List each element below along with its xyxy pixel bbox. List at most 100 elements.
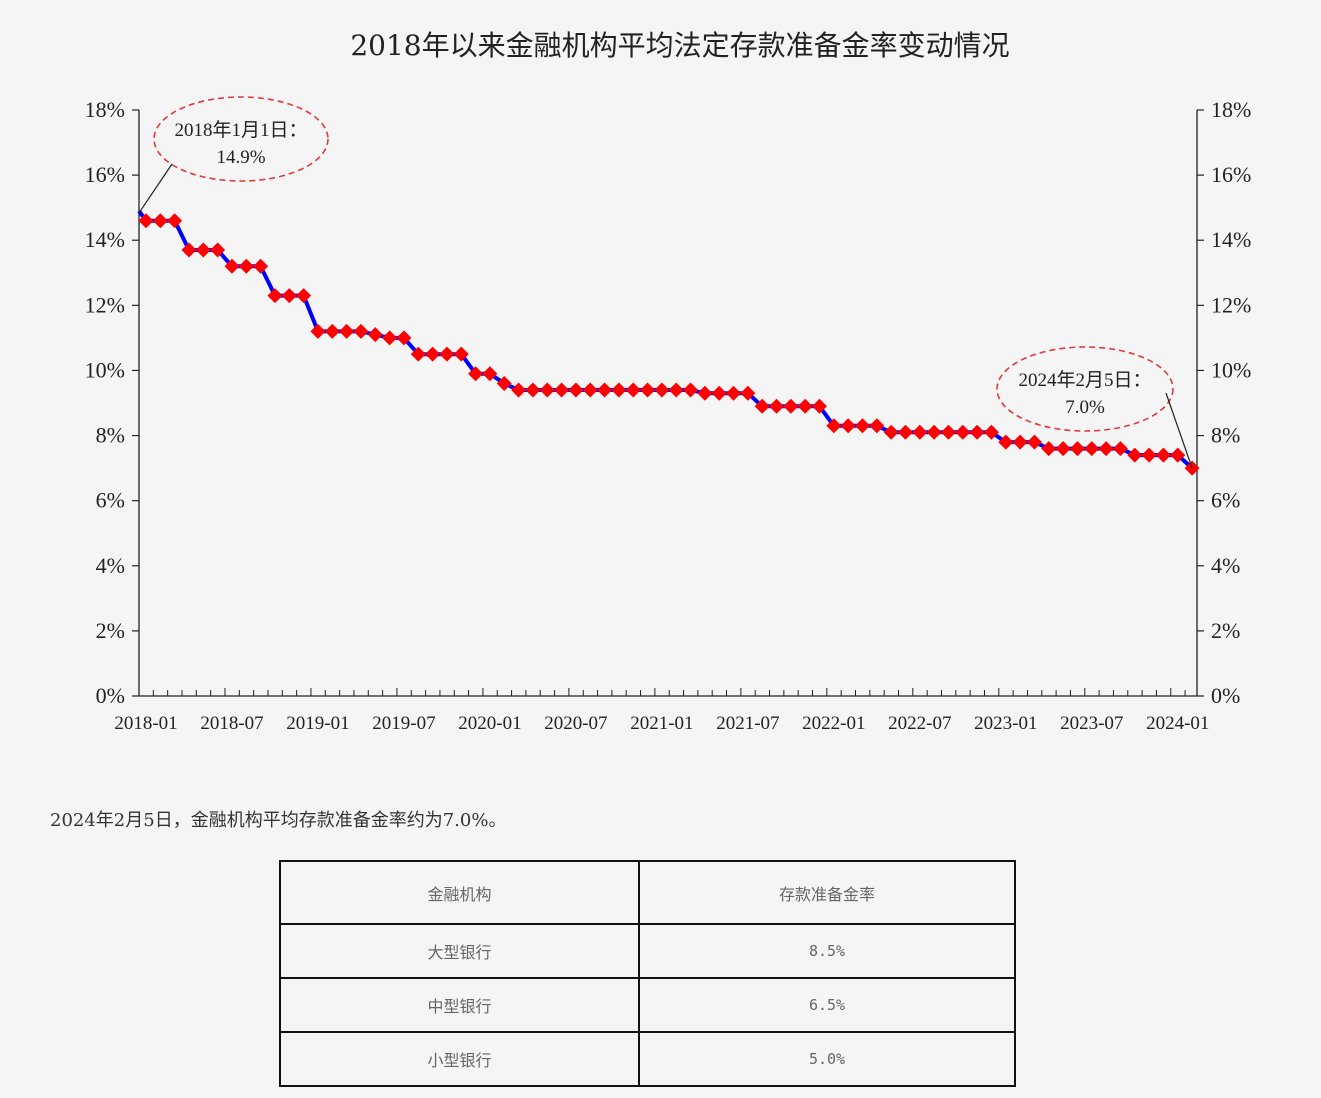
x-tick-label: 2019-07 [372, 713, 435, 734]
rate-cell: 6.5% [638, 977, 1016, 1033]
data-point [453, 346, 469, 362]
y-tick-label-right: 2% [1211, 618, 1240, 643]
data-point [869, 418, 885, 434]
data-point [912, 424, 928, 440]
data-point [812, 398, 828, 414]
annotation-value-label: 7.0% [1065, 397, 1105, 418]
annotation-leader-line [1165, 392, 1193, 469]
x-tick-label: 2021-01 [630, 713, 693, 734]
data-point [940, 424, 956, 440]
data-point [511, 382, 527, 398]
annotation-ellipse [996, 346, 1174, 432]
x-tick-label: 2022-07 [888, 713, 951, 734]
data-point [210, 242, 226, 258]
table-row: 小型银行 5.0% [279, 1031, 1016, 1087]
data-point [754, 398, 770, 414]
data-point [152, 213, 168, 229]
x-tick-label: 2020-07 [544, 713, 607, 734]
data-point [897, 424, 913, 440]
y-tick-label-left: 18% [85, 97, 125, 122]
y-tick-label-left: 6% [96, 488, 125, 513]
institution-cell: 小型银行 [279, 1031, 640, 1087]
x-tick-label: 2024-01 [1146, 713, 1209, 734]
data-point [697, 385, 713, 401]
table-row: 中型银行 6.5% [279, 977, 1016, 1033]
data-point [1112, 441, 1128, 457]
institution-cell: 中型银行 [279, 977, 640, 1033]
data-point [496, 375, 512, 391]
data-point [769, 398, 785, 414]
data-point [339, 323, 355, 339]
y-tick-label-left: 10% [85, 357, 125, 382]
institution-cell: 大型银行 [279, 923, 640, 979]
data-point [983, 424, 999, 440]
data-point [568, 382, 584, 398]
data-point [1141, 447, 1157, 463]
annotation-date-label: 2024年2月5日： [1018, 369, 1151, 391]
rate-cell: 5.0% [638, 1031, 1016, 1087]
y-tick-label-left: 2% [96, 618, 125, 643]
y-tick-label-right: 16% [1211, 162, 1251, 187]
chart-title: 2018年以来金融机构平均法定存款准备金率变动情况 [350, 29, 1009, 62]
data-point [382, 330, 398, 346]
annotation-value-label: 14.9% [216, 147, 265, 168]
data-point [554, 382, 570, 398]
y-tick-label-right: 4% [1211, 553, 1240, 578]
data-point [1098, 441, 1114, 457]
data-point [353, 323, 369, 339]
data-point [324, 323, 340, 339]
y-tick-label-left: 14% [85, 227, 125, 252]
y-tick-label-right: 12% [1211, 292, 1251, 317]
data-point [625, 382, 641, 398]
data-point [482, 366, 498, 382]
data-point [826, 418, 842, 434]
data-point [439, 346, 455, 362]
y-tick-label-left: 8% [96, 423, 125, 448]
reserve-ratio-chart: 2018年以来金融机构平均法定存款准备金率变动情况 0% 0% 2% 2% 4% 4% 6%… [85, 29, 1252, 734]
data-point [253, 258, 269, 274]
x-tick-label: 2022-01 [802, 713, 865, 734]
y-tick-label-right: 14% [1211, 227, 1251, 252]
y-tick-label-right: 0% [1211, 683, 1240, 708]
data-point [582, 382, 598, 398]
y-tick-label-right: 8% [1211, 423, 1240, 448]
data-point [797, 398, 813, 414]
rate-cell: 8.5% [638, 923, 1016, 979]
data-point [1012, 434, 1028, 450]
data-point [855, 418, 870, 434]
y-tick-label-left: 16% [85, 162, 125, 187]
data-point [281, 288, 297, 304]
table-header-row: 金融机构 存款准备金率 [279, 860, 1016, 925]
data-point [783, 398, 799, 414]
y-tick-label-right: 10% [1211, 357, 1251, 382]
data-point [955, 424, 971, 440]
data-point [238, 258, 254, 274]
series-line [146, 218, 1194, 470]
data-point [224, 258, 240, 274]
data-point [1155, 447, 1171, 463]
data-point [138, 213, 154, 229]
table-row: 大型银行 8.5% [279, 923, 1016, 979]
data-point [640, 382, 656, 398]
y-tick-label-left: 12% [85, 292, 125, 317]
data-point [396, 330, 412, 346]
data-point [683, 382, 699, 398]
x-tick-label: 2023-01 [974, 713, 1037, 734]
column-header-rate: 存款准备金率 [638, 860, 1016, 925]
data-point [195, 242, 211, 258]
data-point [1084, 441, 1100, 457]
data-point [310, 323, 326, 339]
annotation-leader-line [138, 163, 173, 214]
data-point [410, 346, 426, 362]
data-point [883, 424, 899, 440]
data-point [840, 418, 856, 434]
data-point [726, 385, 742, 401]
data-point [740, 385, 756, 401]
data-point [711, 385, 727, 401]
data-point [969, 424, 985, 440]
chart-annotations: 2018年1月1日： 14.9% 2024年2月5日： 7.0% [138, 96, 1193, 469]
data-point [611, 382, 627, 398]
data-point [539, 382, 555, 398]
x-tick-label: 2018-07 [200, 713, 263, 734]
data-point [181, 242, 197, 258]
